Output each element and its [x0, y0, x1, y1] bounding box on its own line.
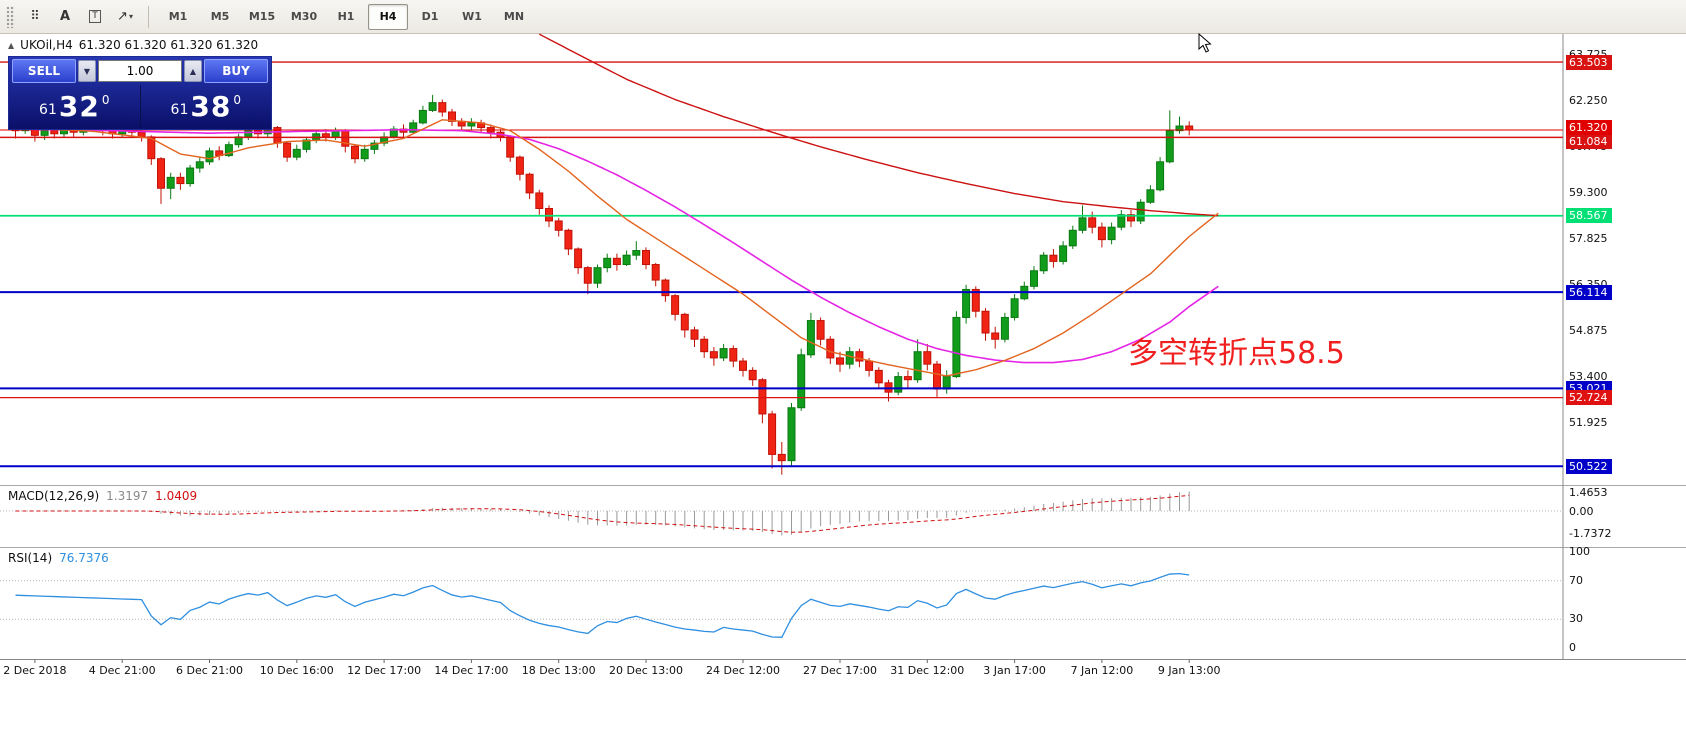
- chart-header: ▲ UKOil,H4 61.320 61.320 61.320 61.320: [8, 38, 258, 52]
- price-axis: 63.72562.25060.77559.30057.82556.35054.8…: [1565, 0, 1686, 732]
- macd-axis-label: -1.7372: [1569, 526, 1612, 540]
- sell-price-whole: 61: [39, 102, 57, 118]
- timeframe-W1[interactable]: W1: [462, 10, 482, 23]
- timeframe-buttons: M1 M5 M15 M30 H1 H4 D1 W1 MN: [158, 3, 534, 30]
- rsi-axis-label: 0: [1569, 641, 1576, 654]
- timeframe-MN[interactable]: MN: [503, 10, 525, 23]
- price-divider: [139, 85, 141, 127]
- macd-signal-value: 1.0409: [155, 489, 198, 503]
- text-label-tool-icon[interactable]: T: [81, 4, 109, 30]
- macd-axis-label: 1.4653: [1569, 486, 1608, 499]
- price-axis-label: 53.400: [1569, 369, 1608, 383]
- candles: [11, 94, 1194, 475]
- macd-signal-line: [15, 494, 1190, 533]
- price-axis-label: 54.875: [1569, 323, 1608, 337]
- sell-price-point: 0: [101, 93, 110, 107]
- macd-label: MACD(12,26,9): [8, 489, 100, 503]
- timeframe-H1[interactable]: H1: [337, 10, 355, 23]
- rsi-axis-label: 100: [1569, 545, 1590, 558]
- volume-decrease-button[interactable]: ▼: [78, 60, 96, 82]
- buy-price-point: 0: [233, 93, 241, 107]
- chart-symbol-label: UKOil,H4: [20, 38, 73, 52]
- sell-button[interactable]: SELL: [12, 59, 76, 83]
- buy-price-pips: 38: [190, 89, 232, 123]
- chart-text-annotation[interactable]: 多空转折点58.5: [1128, 336, 1345, 371]
- timeframe-M1[interactable]: M1: [168, 10, 188, 23]
- rsi-axis-label: 30: [1569, 612, 1583, 626]
- buy-price[interactable]: 61 38 0: [141, 85, 272, 127]
- timeframe-M5[interactable]: M5: [210, 10, 230, 23]
- timeframe-M15[interactable]: M15: [248, 10, 276, 23]
- rsi-line: [15, 572, 1190, 638]
- price-axis-label: 51.925: [1569, 415, 1608, 429]
- mouse-cursor: [1198, 33, 1212, 53]
- ma-fast-orange: [15, 119, 1219, 377]
- price-tag-63.503: 63.503: [1566, 54, 1612, 70]
- price-tag-50.522: 50.522: [1566, 458, 1612, 474]
- price-tag-56.114: 56.114: [1566, 284, 1612, 300]
- timeframe-H4[interactable]: H4: [368, 3, 408, 30]
- rsi-label-row: RSI(14) 76.7376: [8, 551, 109, 565]
- text-tool-icon[interactable]: A: [59, 9, 71, 24]
- object-tools: ⠿ A T ↗ ▾: [21, 4, 139, 30]
- price-tag-61.084: 61.084: [1566, 133, 1612, 149]
- chart-ohlc-values: 61.320 61.320 61.320 61.320: [78, 38, 259, 52]
- ma-slow-red: [538, 33, 1219, 217]
- timeframe-M30[interactable]: M30: [290, 10, 318, 23]
- price-tag-58.567: 58.567: [1566, 208, 1612, 224]
- one-click-trading-panel: SELL ▼ 1.00 ▲ BUY 61 32 0 61 38 0: [8, 56, 272, 130]
- sell-price[interactable]: 61 32 0: [9, 85, 140, 127]
- rsi-axis-label: 70: [1569, 573, 1583, 587]
- price-axis-label: 57.825: [1569, 231, 1608, 245]
- dropdown-caret-icon[interactable]: ▾: [128, 12, 133, 21]
- macd-label-row: MACD(12,26,9) 1.3197 1.0409: [8, 489, 197, 503]
- timeframe-D1[interactable]: D1: [421, 10, 439, 23]
- volume-input[interactable]: 1.00: [98, 60, 182, 82]
- rsi-value: 76.7376: [59, 551, 109, 565]
- rsi-label: RSI(14): [8, 551, 53, 565]
- toolbar: ⠿ A T ↗ ▾ M1 M5 M15 M30 H1 H4 D1 W1 MN: [0, 0, 1686, 34]
- sell-price-pips: 32: [58, 89, 100, 123]
- macd-axis-label: 0.00: [1569, 504, 1594, 518]
- volume-increase-button[interactable]: ▲: [184, 60, 202, 82]
- price-tag-52.724: 52.724: [1566, 390, 1612, 406]
- toolbar-separator: [148, 5, 149, 28]
- buy-button[interactable]: BUY: [204, 59, 268, 83]
- collapse-arrow-icon[interactable]: ▲: [8, 40, 15, 50]
- buy-price-whole: 61: [170, 102, 189, 118]
- price-axis-label: 59.300: [1569, 185, 1608, 199]
- macd-main-value: 1.3197: [106, 489, 149, 503]
- crosshair-grid-icon[interactable]: ⠿: [30, 9, 40, 24]
- price-axis-label: 62.250: [1569, 94, 1608, 108]
- toolbar-grip[interactable]: [6, 5, 15, 28]
- arrow-objects-tool-icon[interactable]: ↗ ▾: [117, 9, 133, 24]
- ma-mid-magenta: [15, 128, 1219, 364]
- price-tag-61.320: 61.320: [1566, 119, 1612, 135]
